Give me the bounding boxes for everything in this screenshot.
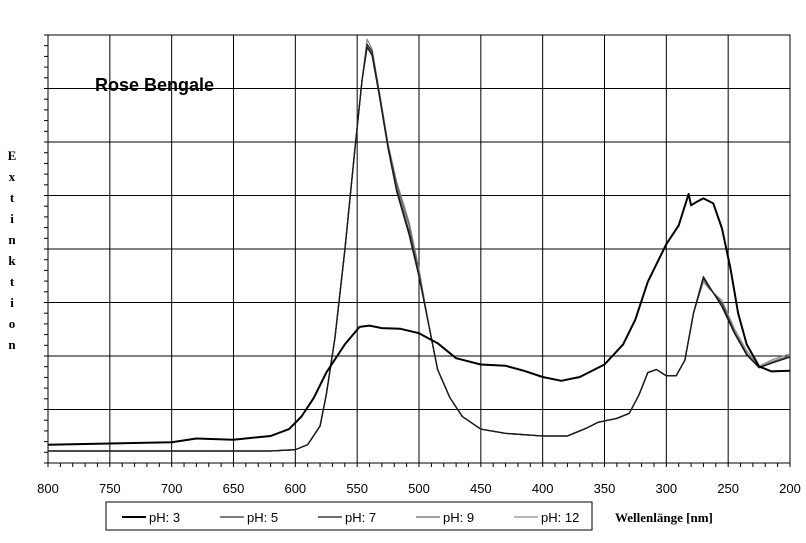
x-tick-labels: 800 750 700 650 600 550 500 450 400 350 300 250 200 [37, 481, 801, 496]
x-tick-label: 650 [223, 481, 245, 496]
y-axis-label-char: n [8, 337, 16, 352]
chart-title: Rose Bengale [95, 75, 214, 95]
x-tick-label: 750 [99, 481, 121, 496]
x-tick-label: 800 [37, 481, 59, 496]
x-axis-label: Wellenlänge [nm] [615, 510, 713, 525]
plot-frame [47, 34, 791, 464]
series-line-3 [48, 46, 791, 452]
x-tick-label: 300 [655, 481, 677, 496]
y-axis-label-char: n [8, 232, 16, 247]
x-tick-label: 250 [717, 481, 739, 496]
legend-label: pH: 5 [247, 510, 278, 525]
x-tick-label: 200 [779, 481, 801, 496]
x-tick-label: 350 [594, 481, 616, 496]
grid [48, 35, 790, 463]
legend-label: pH: 7 [345, 510, 376, 525]
x-tick-label: 400 [532, 481, 554, 496]
y-axis-label-char: E [8, 148, 17, 163]
y-axis-label-char: k [8, 253, 16, 268]
minor-ticks [44, 34, 791, 467]
x-tick-label: 550 [346, 481, 368, 496]
legend-box [105, 501, 593, 531]
series-line-1 [47, 193, 791, 446]
y-axis-label-char: i [10, 295, 14, 310]
legend-label: pH: 9 [443, 510, 474, 525]
y-axis-label-char: t [10, 274, 15, 289]
legend-label: pH: 12 [541, 510, 579, 525]
x-tick-label: 700 [161, 481, 183, 496]
series-lines [47, 38, 791, 452]
legend: pH: 3 pH: 5 pH: 7 pH: 9 pH: 12 [105, 501, 593, 531]
x-tick-label: 600 [284, 481, 306, 496]
y-axis-label-char: i [10, 211, 14, 226]
x-tick-label: 450 [470, 481, 492, 496]
y-axis-label-char: o [9, 316, 16, 331]
y-axis-label-char: x [9, 169, 16, 184]
x-tick-label: 500 [408, 481, 430, 496]
legend-label: pH: 3 [149, 510, 180, 525]
y-axis-label-char: t [10, 190, 15, 205]
